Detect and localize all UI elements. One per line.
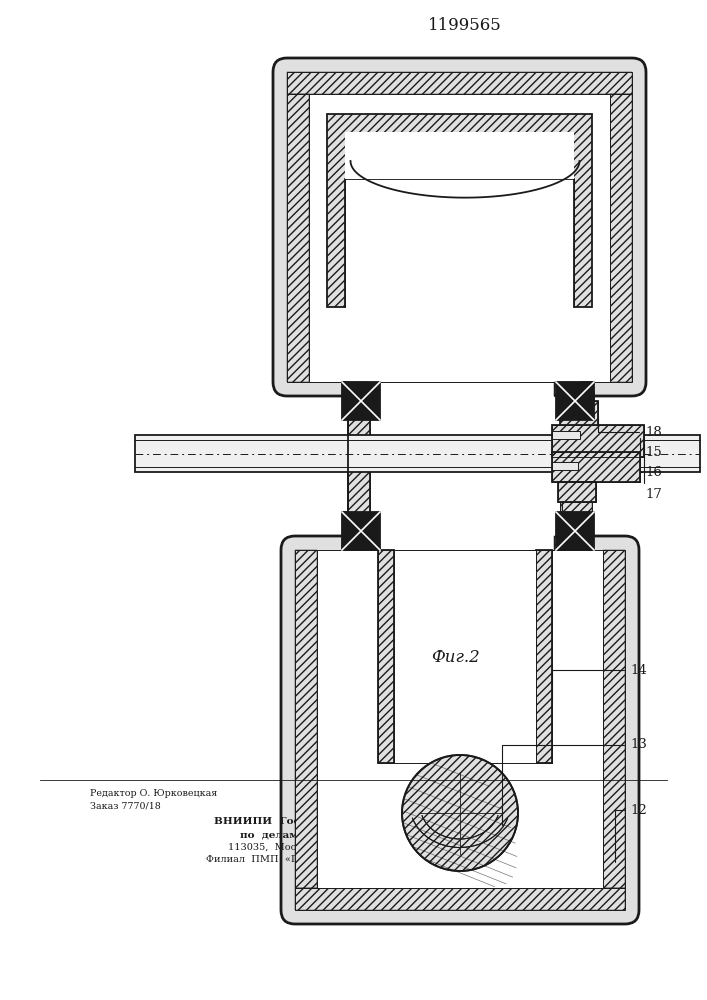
Polygon shape (287, 72, 632, 94)
Polygon shape (342, 512, 380, 550)
Polygon shape (536, 550, 552, 763)
Polygon shape (560, 382, 582, 550)
Polygon shape (309, 94, 610, 382)
Polygon shape (348, 382, 370, 550)
Text: ВНИИПИ  Государственного  комитета  СССР: ВНИИПИ Государственного комитета СССР (214, 818, 492, 826)
Polygon shape (327, 114, 592, 307)
Polygon shape (554, 382, 586, 396)
Text: 15: 15 (640, 438, 662, 458)
Polygon shape (295, 888, 625, 910)
Polygon shape (342, 536, 370, 550)
Circle shape (404, 757, 516, 869)
Circle shape (402, 755, 518, 871)
Text: Редактор О. Юрковецкая: Редактор О. Юрковецкая (90, 788, 217, 798)
Polygon shape (295, 550, 317, 888)
Text: по  делам  изобретений  и  открытий: по делам изобретений и открытий (240, 830, 466, 840)
Text: 14: 14 (552, 664, 647, 700)
Polygon shape (342, 382, 370, 396)
Polygon shape (610, 94, 632, 382)
Text: 13: 13 (502, 738, 647, 825)
Polygon shape (552, 462, 578, 470)
Text: 113035,  Москва,  Ж—35,  Раушская наб.,  д. 4/5: 113035, Москва, Ж—35, Раушская наб., д. … (228, 842, 478, 852)
Polygon shape (603, 550, 625, 888)
Text: 12: 12 (615, 804, 647, 862)
Text: 18: 18 (598, 416, 662, 438)
Text: Филиал  ПМП  «Патент»,  г. Ужгород,  ул. Проектная,  4: Филиал ПМП «Патент», г. Ужгород, ул. Про… (206, 854, 500, 863)
Text: Техред И. Верес: Техред И. Верес (298, 792, 380, 802)
Text: Фиг.2: Фиг.2 (431, 650, 479, 666)
Polygon shape (556, 512, 594, 550)
FancyBboxPatch shape (273, 58, 646, 396)
Polygon shape (560, 401, 598, 425)
Polygon shape (342, 382, 380, 420)
Polygon shape (287, 94, 309, 382)
Polygon shape (135, 435, 700, 472)
Text: Заказ 7770/18: Заказ 7770/18 (90, 802, 160, 810)
Polygon shape (554, 536, 586, 550)
Polygon shape (564, 391, 594, 401)
Polygon shape (345, 132, 574, 179)
Polygon shape (370, 382, 560, 550)
Polygon shape (552, 452, 640, 482)
Polygon shape (556, 382, 594, 420)
FancyBboxPatch shape (281, 536, 639, 924)
Polygon shape (558, 482, 596, 502)
Text: 17: 17 (644, 444, 662, 502)
Text: 16: 16 (640, 466, 662, 479)
Polygon shape (317, 550, 603, 888)
Polygon shape (394, 550, 536, 763)
Polygon shape (552, 431, 580, 439)
Text: Корректор С. Черни: Корректор С. Черни (500, 780, 602, 790)
Polygon shape (378, 550, 394, 763)
Text: Подписное: Подписное (500, 792, 556, 802)
Text: Тираж 1085: Тираж 1085 (298, 804, 358, 814)
Polygon shape (562, 502, 592, 512)
Text: Составитель В. Комаленков: Составитель В. Комаленков (298, 780, 438, 790)
Text: 1199565: 1199565 (428, 16, 502, 33)
Polygon shape (552, 425, 644, 457)
